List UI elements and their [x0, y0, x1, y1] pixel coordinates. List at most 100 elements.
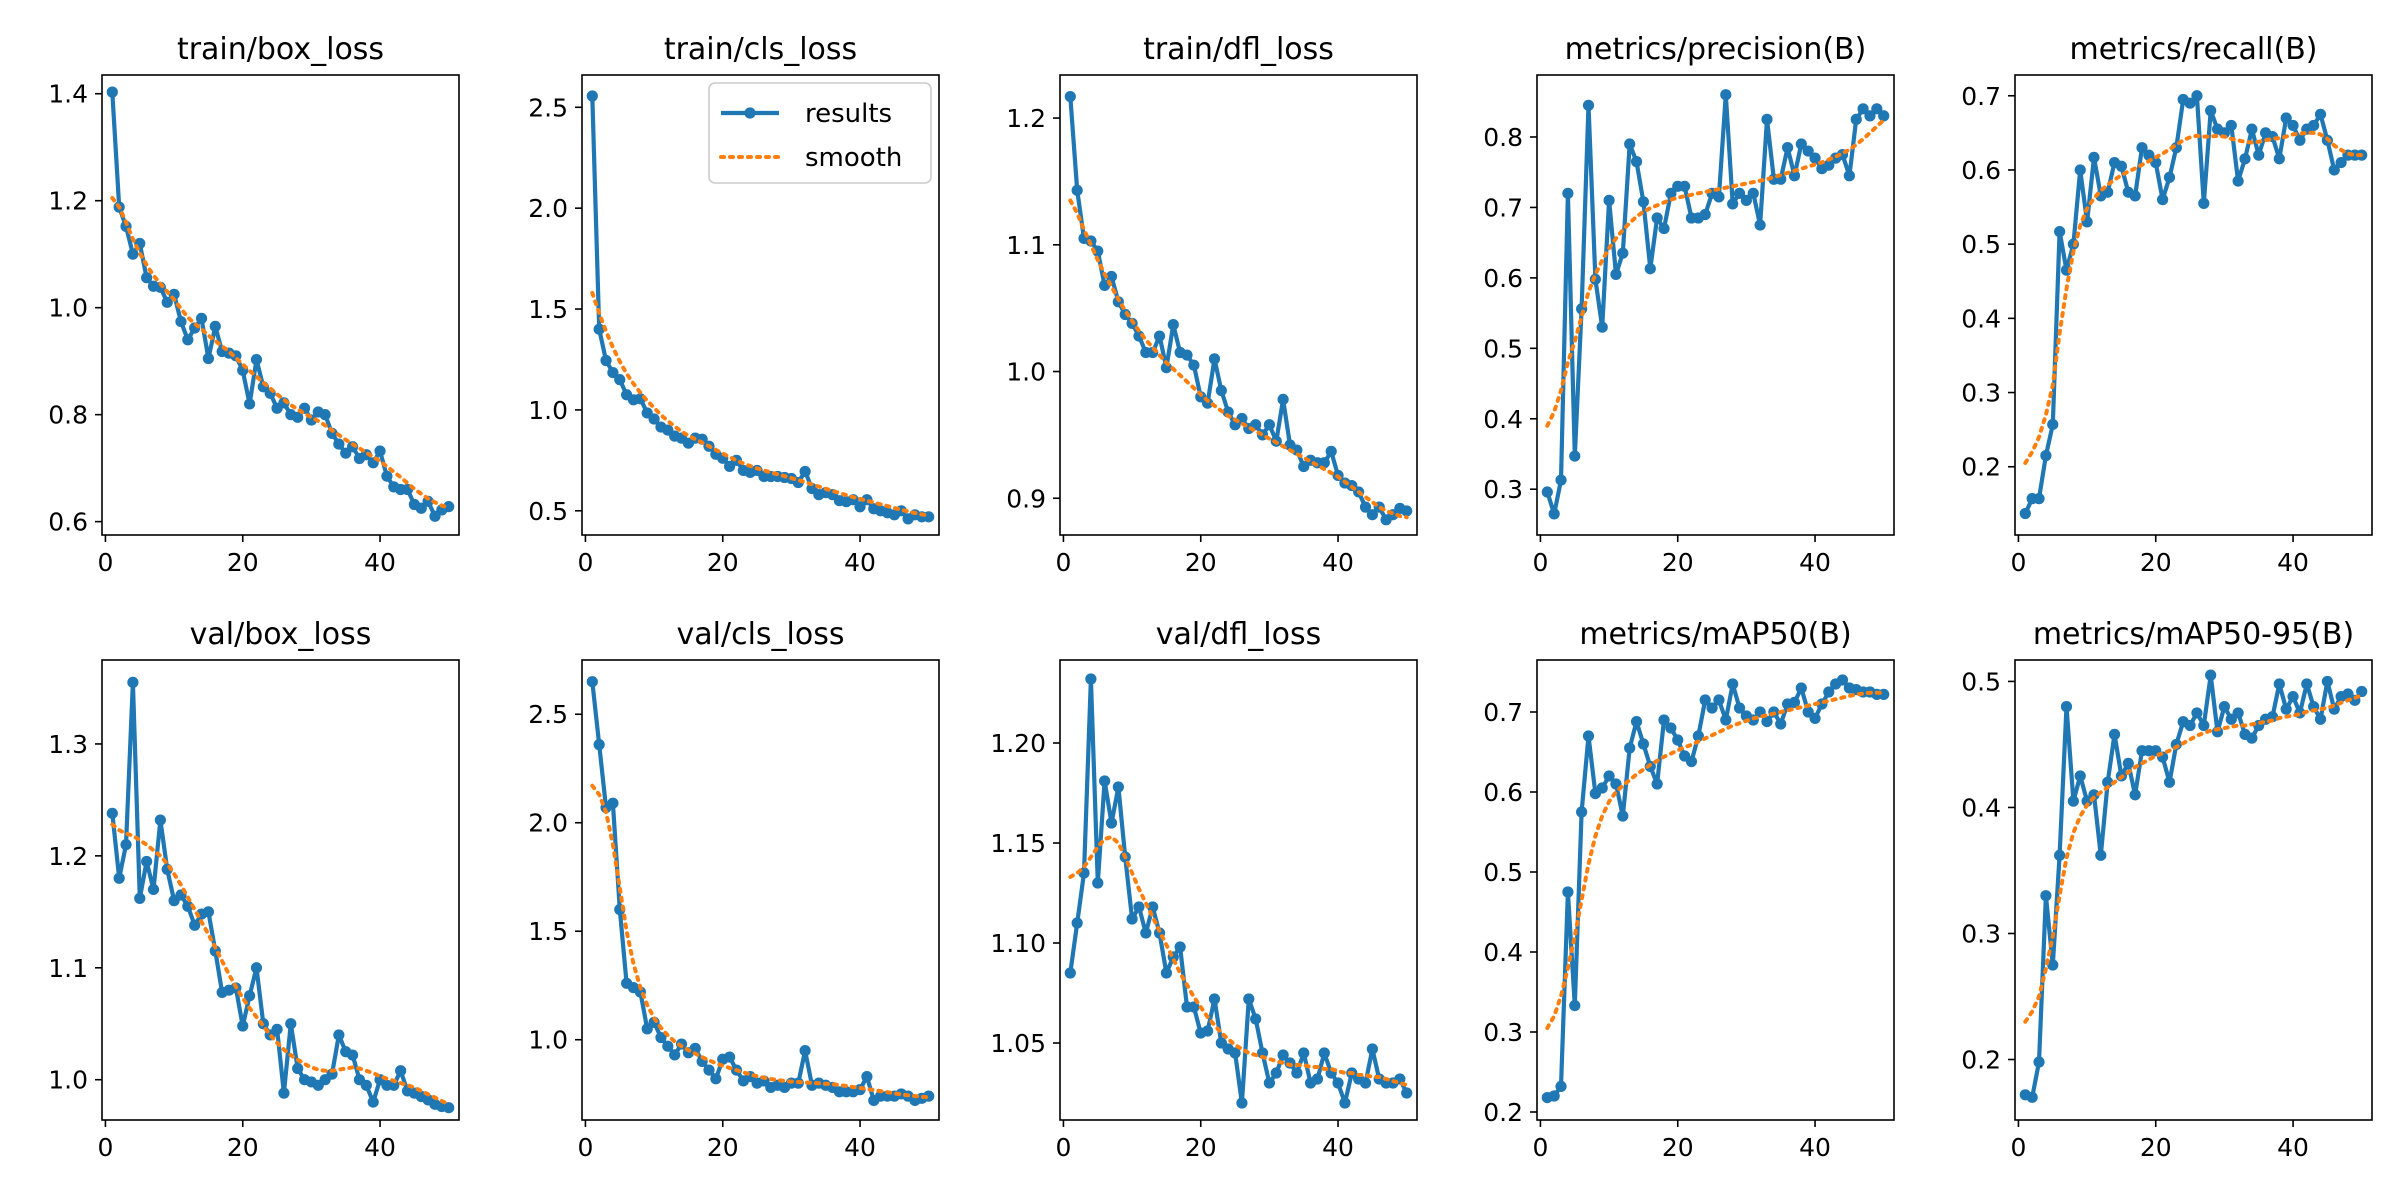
results-point	[1576, 806, 1588, 818]
axes-frame	[1059, 74, 1418, 536]
results-point	[1359, 501, 1372, 513]
subplot-title: metrics/mAP50(B)	[1579, 617, 1851, 652]
y-tick-label: 0.5	[1483, 334, 1523, 363]
results-point	[141, 855, 153, 868]
results-point	[1562, 886, 1574, 898]
y-tick-label: 0.5	[1483, 858, 1523, 887]
y-tick-label: 0.3	[1961, 379, 2001, 408]
results-point	[648, 413, 660, 425]
results-point	[2273, 153, 2285, 165]
results-point	[1548, 508, 1560, 520]
results-point	[1823, 159, 1835, 171]
results-point	[346, 1049, 359, 1061]
results-point	[2102, 776, 2114, 788]
results-point	[1188, 1001, 1200, 1013]
results-point	[1105, 270, 1118, 283]
x-tick-label: 0	[2010, 1133, 2026, 1162]
results-point	[1311, 1073, 1324, 1085]
results-point	[799, 465, 811, 478]
x-tick-label: 0	[1532, 548, 1548, 577]
results-point	[1250, 1013, 1262, 1025]
results-point	[1064, 967, 1076, 979]
axes-frame	[1536, 74, 1895, 536]
results-point	[2314, 713, 2327, 725]
y-tick-label: 0.2	[1483, 1098, 1523, 1127]
results-point	[443, 501, 455, 513]
axes-frame	[101, 74, 460, 536]
results-point	[1064, 90, 1076, 103]
y-tick-label: 1.2	[1006, 104, 1046, 133]
x-tick-label: 20	[1185, 548, 1217, 577]
results-point	[1366, 1043, 1378, 1055]
results-point	[1788, 170, 1801, 182]
results-line	[1546, 677, 1884, 1100]
x-tick-label: 20	[707, 1133, 739, 1162]
x-tick-label: 0	[97, 1133, 113, 1162]
results-point	[2150, 156, 2162, 169]
results-point	[1401, 1087, 1413, 1099]
y-tick-label: 1.15	[990, 829, 1046, 858]
y-tick-label: 0.4	[1483, 938, 1523, 967]
legend-results-marker	[744, 107, 756, 119]
results-point	[1637, 738, 1650, 750]
results-point	[2308, 119, 2320, 132]
results-point	[147, 883, 160, 896]
results-point	[1325, 445, 1337, 457]
subplot-title: metrics/recall(B)	[2069, 32, 2317, 67]
results-point	[141, 272, 153, 284]
results-point	[799, 1044, 811, 1057]
results-point	[2054, 849, 2066, 861]
results-point	[250, 962, 263, 974]
subplot-title: train/dfl_loss	[1143, 32, 1334, 67]
results-point	[1679, 180, 1691, 192]
results-point	[2273, 678, 2285, 690]
results-point	[1864, 110, 1876, 122]
y-tick-label: 0.2	[1961, 453, 2001, 482]
results-point	[2225, 119, 2237, 132]
results-point	[614, 374, 626, 386]
results-point	[2294, 134, 2306, 146]
results-point	[1548, 1090, 1560, 1102]
results-point	[1318, 1047, 1330, 1059]
results-point	[182, 334, 194, 346]
results-point	[1795, 682, 1807, 694]
subplot-train-cls-loss: train/cls_loss 0 20 40 0.5 1.0 1.5 2.0 2.5 result…	[528, 32, 940, 577]
results-point	[1174, 941, 1186, 953]
smooth-line	[2023, 130, 2364, 465]
x-tick-label: 20	[1662, 548, 1694, 577]
axes-frame	[581, 74, 940, 536]
results-point	[2067, 795, 2079, 807]
results-point	[374, 445, 386, 457]
results-point	[1713, 694, 1725, 706]
results-point	[1658, 714, 1670, 726]
y-tick-label: 1.20	[990, 729, 1046, 758]
results-point	[861, 1071, 873, 1083]
y-tick-label: 2.0	[528, 194, 568, 223]
y-tick-label: 0.6	[48, 508, 88, 537]
results-point	[285, 1018, 297, 1030]
results-point	[607, 797, 619, 809]
x-tick-label: 20	[227, 1133, 259, 1162]
results-point	[2060, 701, 2073, 713]
subplot-train-dfl-loss: train/dfl_loss 0 20 40 0.9 1.0 1.1 1.2	[1006, 32, 1418, 577]
results-point	[127, 676, 139, 688]
x-tick-label: 40	[2277, 1133, 2309, 1162]
results-point	[1720, 89, 1732, 101]
results-point	[2239, 153, 2251, 165]
results-point	[1713, 191, 1725, 203]
results-point	[1665, 722, 1677, 734]
results-point	[113, 872, 125, 884]
results-point	[593, 323, 605, 335]
results-point	[2184, 719, 2196, 732]
results-point	[1624, 742, 1636, 754]
smooth-line	[590, 783, 931, 1100]
results-point	[600, 354, 612, 367]
results-point	[381, 470, 393, 482]
y-tick-label: 0.5	[1961, 230, 2001, 259]
y-tick-label: 1.4	[48, 80, 88, 109]
x-tick-label: 40	[1322, 1133, 1354, 1162]
results-point	[443, 1102, 455, 1114]
y-tick-label: 0.9	[1006, 484, 1046, 513]
x-tick-label: 0	[1055, 1133, 1071, 1162]
